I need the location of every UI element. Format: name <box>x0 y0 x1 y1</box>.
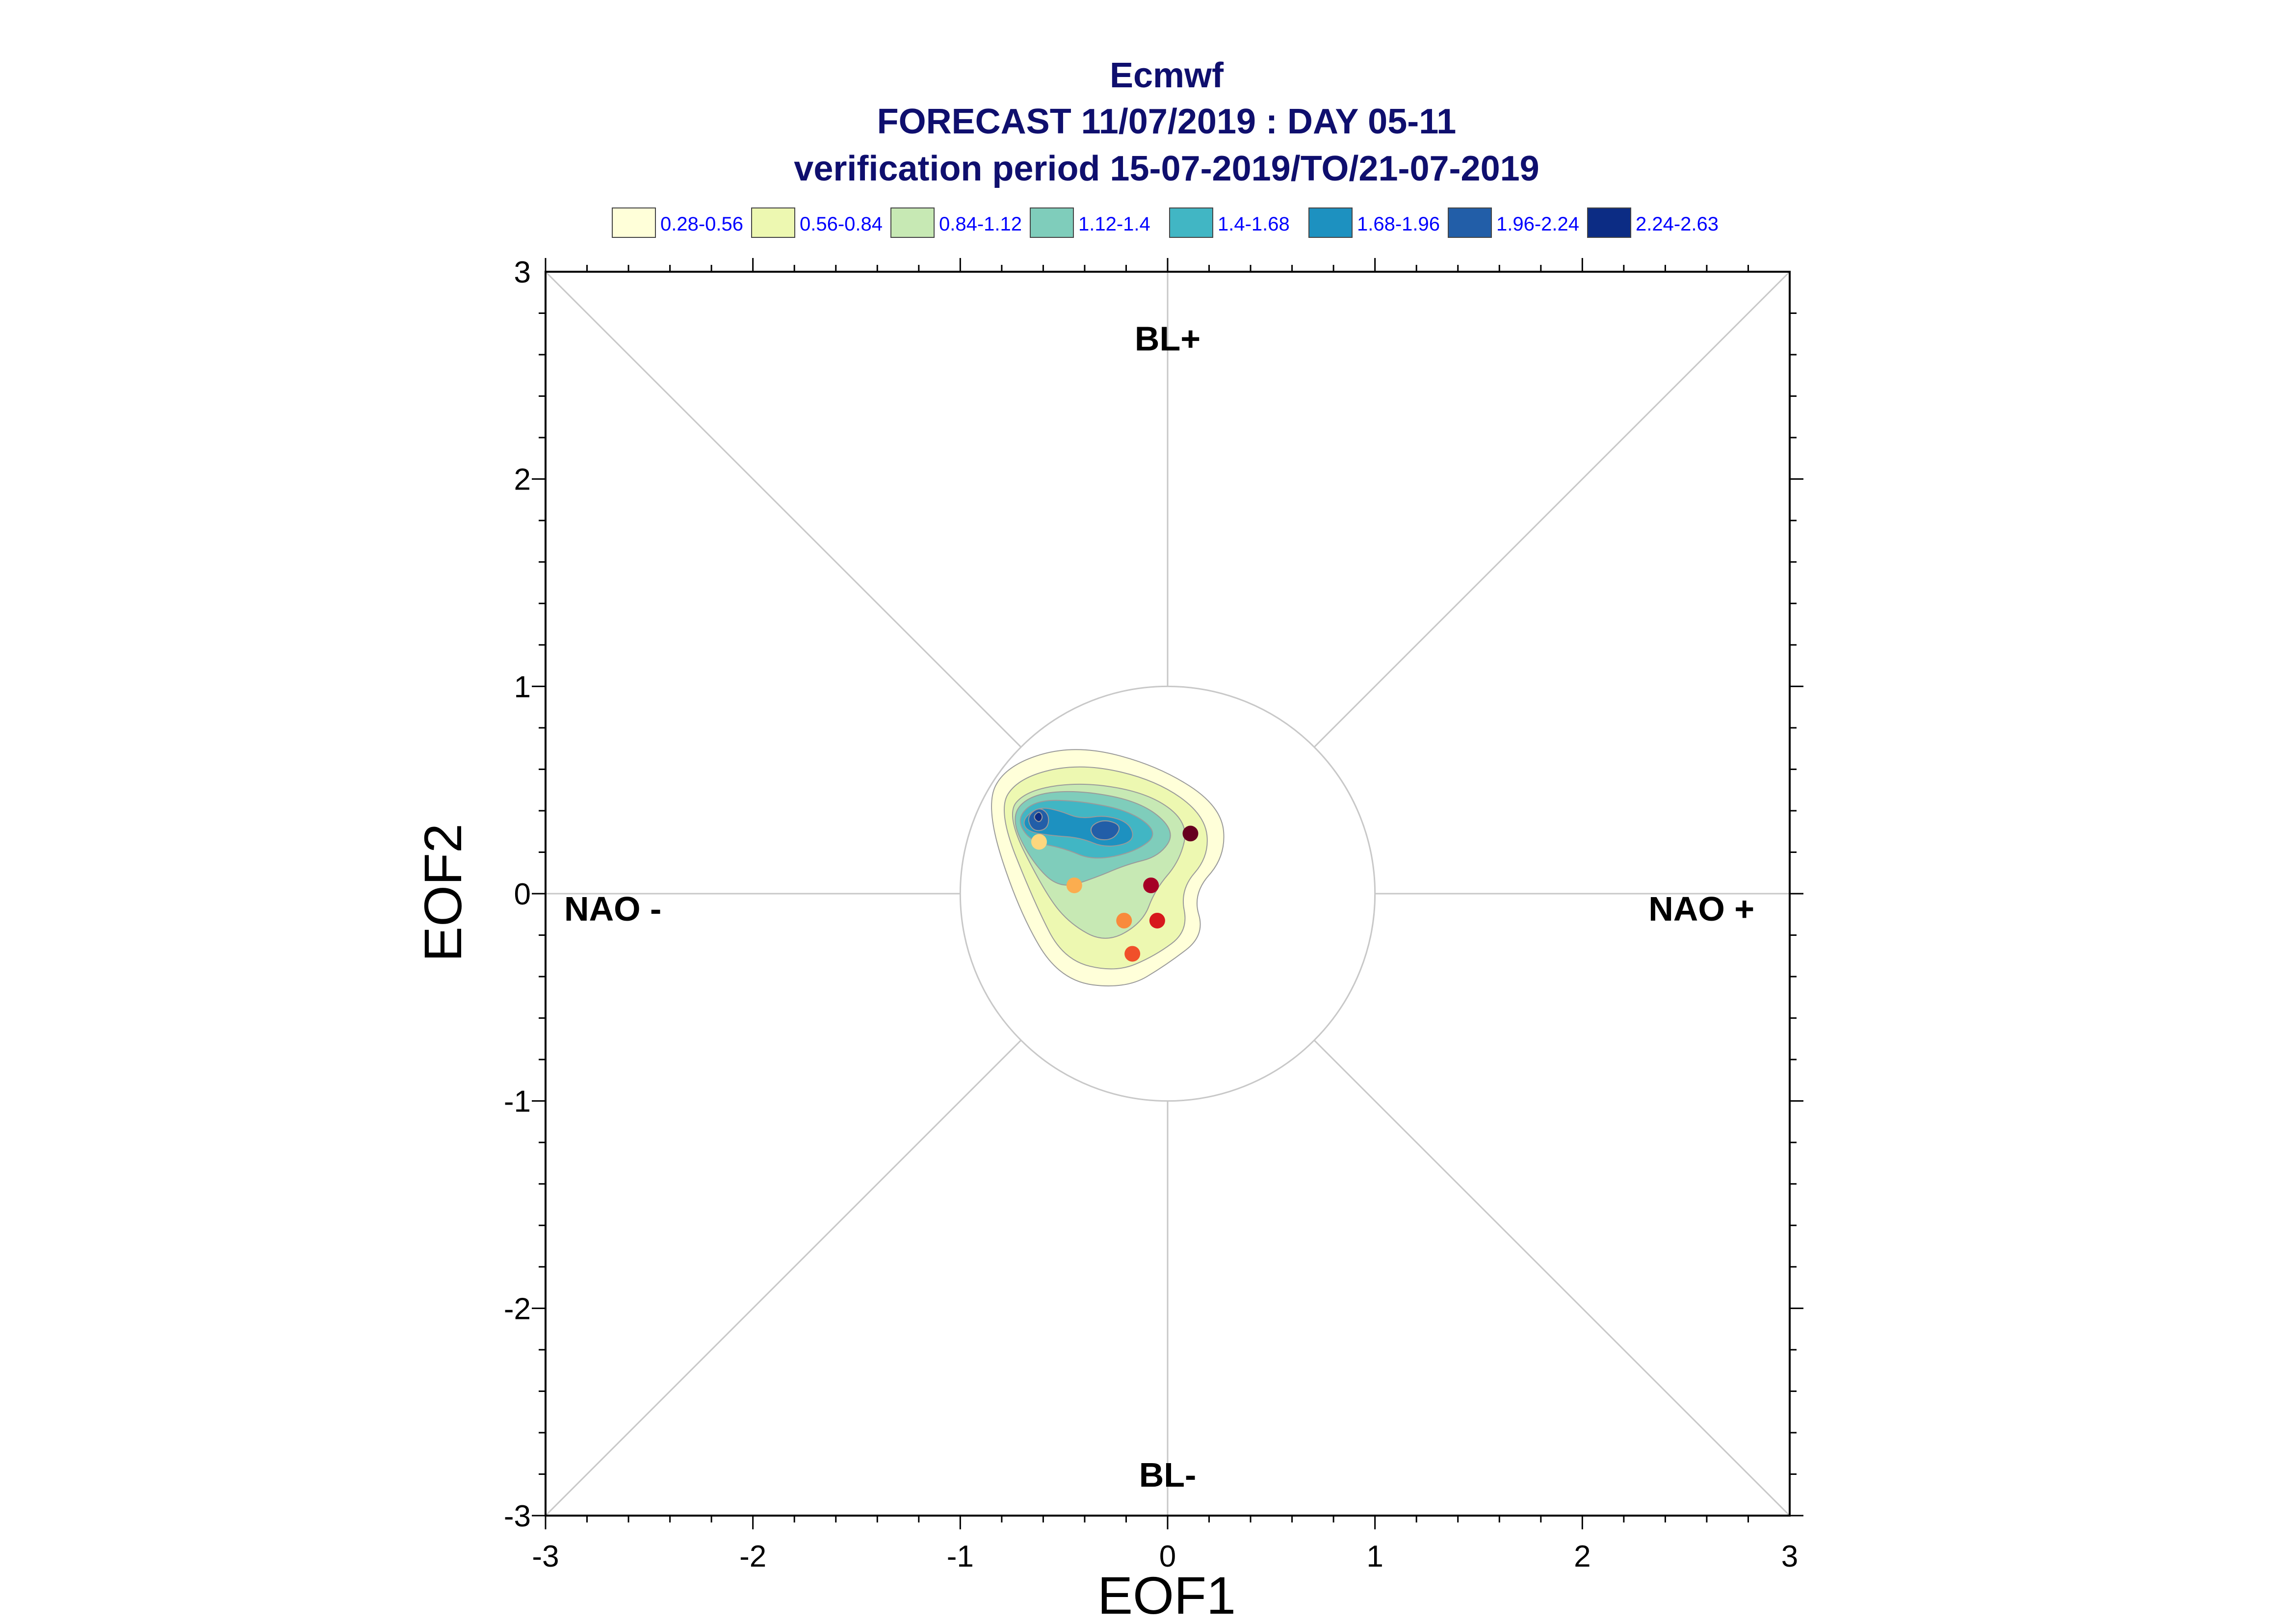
chart-subtitle: FORECAST 11/07/2019 : DAY 05-11 <box>877 102 1457 141</box>
legend-label: 1.12-1.4 <box>1078 213 1150 235</box>
y-tick-label: -1 <box>504 1085 531 1119</box>
scatter-point <box>1066 877 1082 894</box>
x-tick-label: 2 <box>1574 1540 1591 1573</box>
y-tick-label: 3 <box>514 256 531 289</box>
legend-label: 1.4-1.68 <box>1218 213 1290 235</box>
scatter-point <box>1149 912 1165 928</box>
x-tick-label: 0 <box>1159 1540 1176 1573</box>
y-tick-label: 0 <box>514 877 531 911</box>
legend-swatch <box>612 207 656 238</box>
chart-subtitle-period: verification period 15-07-2019/TO/21-07-… <box>794 149 1539 188</box>
x-tick-label: -1 <box>947 1540 974 1573</box>
x-tick-label: -2 <box>739 1540 766 1573</box>
y-axis-label: EOF2 <box>413 824 472 962</box>
legend-label: 1.68-1.96 <box>1357 213 1440 235</box>
legend-swatch <box>1030 207 1074 238</box>
scatter-point <box>1124 946 1141 962</box>
x-tick-label: -3 <box>532 1540 559 1573</box>
legend-swatch <box>890 207 935 238</box>
x-axis-label: EOF1 <box>1097 1566 1236 1624</box>
density-contour <box>1034 812 1043 823</box>
legend: 0.28-0.56 0.56-0.84 0.84-1.12 1.12-1.4 1.4-1… <box>612 207 1719 238</box>
plot-area: -3 -2 -1 0 1 2 3 -3 -2 -1 0 1 2 3 BL+ BL- NAO - NAO + <box>504 256 1803 1573</box>
scatter-point <box>1116 912 1132 928</box>
regime-label-bl-minus: BL- <box>1139 1456 1197 1494</box>
legend-label: 0.56-0.84 <box>800 213 883 235</box>
y-tick-label: -3 <box>504 1499 531 1533</box>
regime-label-nao-minus: NAO - <box>564 890 661 928</box>
regime-label-bl-plus: BL+ <box>1135 320 1200 358</box>
legend-label: 2.24-2.63 <box>1636 213 1719 235</box>
legend-label: 0.28-0.56 <box>660 213 743 235</box>
density-contour <box>1090 820 1120 841</box>
scatter-point <box>1182 825 1199 842</box>
scatter-point <box>1143 877 1159 894</box>
x-tick-label: 1 <box>1366 1540 1383 1573</box>
legend-swatch <box>1587 207 1631 238</box>
y-tick-label: 2 <box>514 463 531 497</box>
legend-swatch <box>751 207 795 238</box>
chart-title: Ecmwf <box>1110 56 1224 95</box>
legend-swatch <box>1448 207 1492 238</box>
regime-label-nao-plus: NAO + <box>1648 890 1754 928</box>
y-tick-label: 1 <box>514 670 531 704</box>
x-tick-label: 3 <box>1781 1540 1798 1573</box>
legend-swatch <box>1169 207 1213 238</box>
legend-swatch <box>1308 207 1353 238</box>
legend-label: 0.84-1.12 <box>939 213 1022 235</box>
scatter-point <box>1031 834 1047 850</box>
y-tick-label: -2 <box>504 1292 531 1326</box>
legend-label: 1.96-2.24 <box>1496 213 1579 235</box>
